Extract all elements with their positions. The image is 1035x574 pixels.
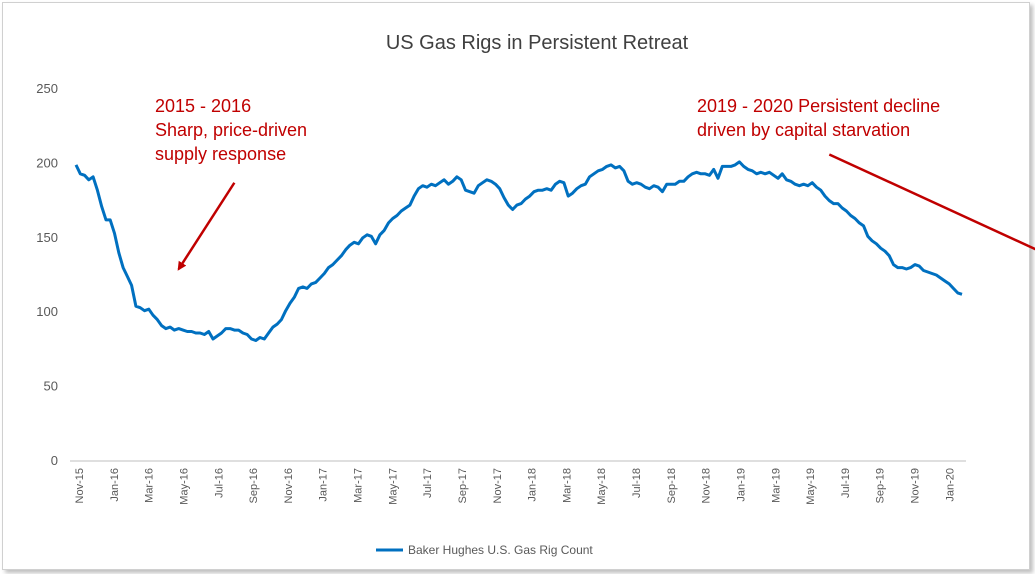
annotations: 2015 - 2016 Sharp, price-driven supply res… [155, 96, 1035, 271]
x-tick-label: Jan-17 [318, 468, 330, 502]
y-tick-label: 100 [36, 304, 58, 319]
y-tick-label: 150 [36, 230, 58, 245]
x-tick-label: Jul-18 [631, 468, 643, 498]
x-tick-label: Sep-19 [875, 468, 887, 503]
y-tick-label: 0 [51, 453, 58, 468]
x-tick-label: Mar-18 [561, 468, 573, 503]
x-tick-label: Nov-15 [74, 468, 86, 503]
x-tick-label: Jan-18 [527, 468, 539, 502]
x-tick-label: May-17 [387, 468, 399, 505]
x-tick-label: Jul-19 [840, 468, 852, 498]
x-tick-label: Sep-18 [666, 468, 678, 503]
x-tick-label: Jul-17 [422, 468, 434, 498]
y-axis: 0 50 100 150 200 250 [36, 81, 58, 468]
x-tick-label: May-19 [805, 468, 817, 505]
legend: Baker Hughes U.S. Gas Rig Count [376, 543, 593, 557]
y-tick-label: 200 [36, 155, 58, 170]
series-group [74, 160, 963, 342]
legend-label: Baker Hughes U.S. Gas Rig Count [408, 543, 593, 557]
y-tick-label: 50 [44, 379, 58, 394]
x-tick-label: Sep-16 [248, 468, 260, 503]
annotation-arrow [828, 153, 1035, 251]
x-tick-label: Jan-20 [944, 468, 956, 502]
x-tick-label: May-18 [596, 468, 608, 505]
x-axis: Nov-15 Jan-16 Mar-16 May-16 Jul-16 Sep-16 Nov-… [74, 468, 956, 505]
x-tick-label: Nov-16 [283, 468, 295, 503]
annotation-text: 2019 - 2020 Persistent decline driven by … [697, 96, 940, 140]
x-tick-label: Nov-19 [910, 468, 922, 503]
y-tick-label: 250 [36, 81, 58, 96]
chart-title: US Gas Rigs in Persistent Retreat [386, 32, 689, 54]
x-tick-label: Jul-16 [213, 468, 225, 498]
x-tick-label: Mar-16 [144, 468, 156, 503]
annotation-arrow [177, 182, 236, 271]
x-tick-label: May-16 [178, 468, 190, 505]
x-tick-label: Jan-16 [109, 468, 121, 502]
x-tick-label: Nov-18 [701, 468, 713, 503]
x-tick-label: Sep-17 [457, 468, 469, 503]
x-tick-label: Mar-17 [353, 468, 365, 503]
annotation-text: 2015 - 2016 Sharp, price-driven supply res… [155, 96, 307, 164]
x-tick-label: Nov-17 [492, 468, 504, 503]
series-line [74, 160, 963, 342]
x-tick-label: Jan-19 [735, 468, 747, 502]
x-tick-label: Mar-19 [770, 468, 782, 503]
